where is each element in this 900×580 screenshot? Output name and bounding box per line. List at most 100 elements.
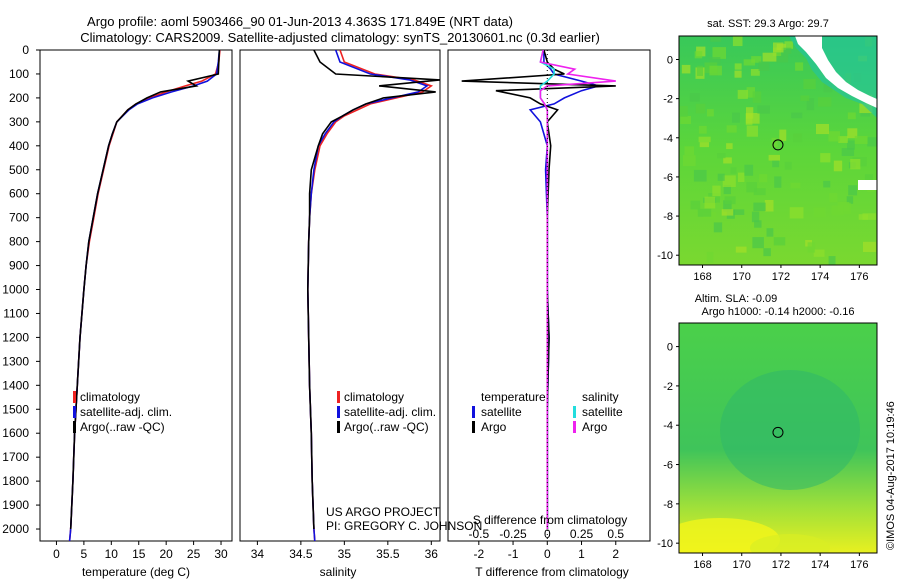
depth-tick-label: 0	[22, 43, 29, 57]
sst-patch	[772, 160, 780, 168]
legend-label-climatology: climatology	[80, 390, 140, 404]
legend-swatch-satellite	[337, 406, 340, 418]
sst-patch	[823, 82, 833, 93]
sst-patch	[862, 213, 876, 220]
sst-patch	[723, 157, 732, 164]
lat-tick-label: -2	[663, 381, 673, 393]
temperature-panel-frame	[39, 49, 233, 542]
sst-map-axes: 168 170 172 174 176 0 -2 -4 -6 -8 -10	[657, 54, 868, 283]
legend-salinity-heading: salinity	[582, 390, 619, 404]
sst-patch	[709, 57, 721, 65]
sst-patch	[818, 97, 832, 107]
credit-pi: PI: GREGORY C. JOHNSON	[326, 519, 482, 533]
sst-patch	[831, 205, 844, 216]
sst-patch	[816, 124, 829, 135]
sst-patch	[706, 251, 714, 263]
series-line-temperature-argo	[461, 50, 616, 529]
sst-patch	[717, 153, 726, 159]
sst-patch	[820, 153, 831, 163]
sst-patch	[706, 109, 714, 117]
sla-high-anomaly-2	[750, 534, 830, 553]
imos-timestamp: ©IMOS 04-Aug-2017 10:19:46	[885, 401, 897, 550]
s-difference-title: S difference from climatology	[473, 513, 628, 527]
lon-tick-label: 170	[733, 271, 751, 283]
depth-tick-label: 700	[9, 211, 29, 225]
depth-tick-label: 300	[9, 115, 29, 129]
sst-patch	[752, 91, 762, 103]
sst-patch	[693, 169, 707, 182]
sst-patch	[758, 61, 770, 71]
t-difference-xlabel: T difference from climatology	[475, 565, 629, 579]
depth-tick-label: 400	[9, 139, 29, 153]
lat-tick-label: -8	[663, 211, 673, 223]
depth-tick-label: 200	[9, 91, 29, 105]
sst-patch	[847, 112, 856, 120]
sst-patch	[689, 93, 700, 102]
sst-patch	[750, 69, 760, 76]
sla-map-axes: 168 170 172 174 176 0 -2 -4 -6 -8 -10	[657, 342, 868, 571]
sst-patch	[753, 202, 766, 212]
sst-patch	[854, 135, 868, 144]
x-tick-label: 1	[578, 547, 585, 561]
sst-patch	[745, 113, 760, 124]
sla-map-title: Altim. SLA: -0.09	[695, 293, 778, 305]
depth-tick-label: 1900	[2, 498, 29, 512]
legend-swatch-satellite	[73, 406, 76, 418]
lat-tick-label: -6	[663, 460, 673, 472]
sst-patch	[753, 188, 766, 196]
x-tick-label: 0	[53, 547, 60, 561]
sst-patch	[695, 103, 706, 114]
s-diff-tick-label: -0.5	[468, 527, 489, 541]
x-tick-label: 2	[612, 547, 619, 561]
sst-land-mask	[795, 36, 877, 108]
sst-patch	[838, 136, 848, 143]
x-tick-label: 0	[544, 547, 551, 561]
series-line-argo-raw-qc-	[306, 50, 440, 530]
depth-axis: 0 100 200 300 400 500 600 700 800 900 1000 1100 1200…	[2, 43, 40, 536]
sst-patch	[704, 196, 716, 209]
credit-project: US ARGO PROJECT	[326, 505, 441, 519]
sst-patch	[847, 140, 855, 150]
title-line-2: Climatology: CARS2009. Satellite-adjuste…	[80, 30, 600, 45]
difference-panel-frame	[447, 49, 651, 542]
sst-patch	[833, 160, 843, 172]
sst-patch	[726, 125, 737, 133]
sst-patch	[766, 228, 774, 237]
sst-patch	[737, 89, 748, 99]
series-line-temperature-satellite	[528, 50, 602, 529]
sst-patch	[726, 143, 733, 150]
difference-series-group	[461, 50, 616, 541]
sst-patch	[828, 256, 836, 265]
x-tick-label: 35	[338, 547, 352, 561]
series-line-satellite-adj-clim-	[306, 50, 429, 541]
lon-tick-label: 172	[772, 271, 790, 283]
x-tick-label: -1	[508, 547, 519, 561]
sst-patch	[829, 193, 838, 203]
sst-patch	[803, 79, 816, 90]
sst-patch	[690, 200, 701, 210]
legend-label-satellite: satellite-adj. clim.	[80, 405, 172, 419]
sst-patch	[751, 56, 762, 63]
series-line-climatology	[306, 50, 434, 541]
difference-legend: temperature satellite Argo salinity sate…	[472, 390, 623, 434]
sst-patch	[863, 241, 876, 253]
sst-patch	[867, 137, 877, 147]
sst-patch	[680, 115, 691, 124]
salinity-legend: climatology satellite-adj. clim. Argo(..…	[337, 390, 436, 434]
sst-patch	[743, 59, 756, 66]
sst-patch	[823, 180, 831, 188]
lat-tick-label: -10	[657, 538, 673, 550]
sst-patch	[733, 209, 745, 215]
x-tick-label: 36	[425, 547, 439, 561]
sst-patch	[681, 64, 691, 74]
legend-label-s-satellite: satellite	[582, 405, 623, 419]
sst-land-mask-small	[858, 180, 877, 190]
sst-patch	[751, 211, 760, 223]
sst-patch	[712, 47, 727, 59]
s-diff-tick-label: 0.5	[607, 527, 624, 541]
x-tick-label: 30	[214, 547, 228, 561]
sst-patch	[734, 70, 742, 78]
legend-label-s-argo: Argo	[582, 420, 608, 434]
